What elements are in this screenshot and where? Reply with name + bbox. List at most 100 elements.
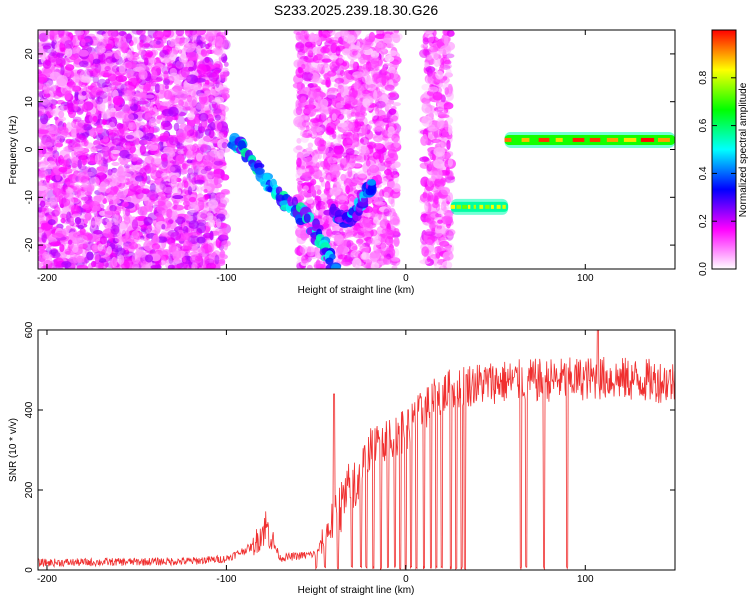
- noise-blob: [300, 255, 309, 264]
- noise-blob: [81, 90, 87, 96]
- noise-blob: [205, 43, 210, 50]
- noise-blob: [337, 113, 344, 120]
- noise-blob: [154, 183, 167, 194]
- noise-blob: [319, 98, 329, 108]
- noise-blob: [178, 55, 187, 63]
- noise-blob: [344, 104, 351, 110]
- noise-blob: [354, 119, 359, 129]
- noise-blob: [333, 145, 345, 155]
- noise-blob: [155, 31, 164, 37]
- noise-blob: [105, 55, 116, 64]
- noise-blob: [311, 155, 318, 164]
- noise-blob: [371, 110, 378, 120]
- noise-blob: [114, 37, 120, 43]
- noise-blob: [54, 116, 59, 121]
- noise-blob: [99, 210, 106, 216]
- spectrogram-feature-noise: [418, 30, 456, 269]
- noise-blob: [123, 95, 130, 101]
- noise-blob: [361, 251, 367, 260]
- noise-blob: [167, 154, 173, 162]
- noise-blob: [356, 40, 361, 50]
- noise-blob: [73, 146, 85, 152]
- noise-blob: [47, 219, 56, 225]
- noise-blob: [307, 48, 314, 54]
- noise-blob: [447, 158, 454, 167]
- noise-blob: [331, 89, 336, 94]
- noise-blob: [319, 176, 324, 183]
- noise-blob: [355, 155, 364, 163]
- noise-blob: [186, 150, 192, 159]
- noise-blob: [317, 200, 322, 208]
- noise-blob: [54, 153, 59, 159]
- noise-blob: [441, 129, 448, 138]
- noise-blob: [380, 242, 386, 251]
- noise-blob: [39, 112, 45, 117]
- noise-blob: [196, 63, 207, 75]
- noise-blob: [162, 36, 167, 44]
- noise-blob: [176, 182, 184, 193]
- noise-blob: [58, 110, 65, 119]
- noise-blob: [178, 49, 183, 54]
- noise-blob: [446, 30, 455, 37]
- noise-blob: [338, 57, 344, 64]
- noise-blob: [365, 222, 377, 229]
- noise-blob: [390, 32, 403, 41]
- noise-blob: [389, 114, 397, 123]
- noise-blob: [329, 55, 339, 60]
- noise-blob: [202, 232, 214, 239]
- noise-blob: [143, 104, 151, 111]
- band-core: [490, 204, 494, 209]
- noise-blob: [159, 101, 172, 107]
- noise-blob: [423, 105, 431, 115]
- noise-blob: [131, 30, 144, 35]
- noise-blob: [346, 179, 351, 184]
- noise-blob: [63, 104, 68, 110]
- noise-blob: [442, 251, 454, 261]
- noise-blob: [333, 232, 344, 244]
- noise-blob: [434, 228, 443, 238]
- band-core: [467, 204, 471, 209]
- noise-blob: [44, 175, 55, 181]
- noise-blob: [60, 159, 70, 167]
- noise-blob: [347, 167, 353, 178]
- noise-blob: [326, 94, 337, 100]
- noise-blob: [337, 122, 348, 128]
- noise-blob: [99, 93, 109, 105]
- noise-blob: [302, 185, 309, 192]
- noise-blob: [182, 200, 190, 207]
- noise-blob: [296, 157, 302, 168]
- noise-blob: [172, 204, 185, 211]
- noise-blob: [359, 43, 372, 51]
- noise-blob: [221, 174, 230, 181]
- band-core: [479, 204, 484, 209]
- noise-blob: [339, 69, 345, 77]
- noise-blob: [125, 208, 131, 217]
- noise-blob: [295, 145, 303, 151]
- band-core: [450, 204, 455, 209]
- noise-blob: [123, 186, 129, 196]
- band-core: [555, 137, 563, 142]
- noise-blob: [383, 33, 393, 45]
- band-core: [456, 204, 462, 209]
- noise-blob: [355, 238, 364, 245]
- noise-blob: [111, 161, 120, 166]
- noise-blob: [155, 220, 168, 230]
- spectrogram-feature-band: [450, 198, 509, 215]
- noise-blob: [80, 38, 86, 47]
- spectrogram-feature-band: [504, 131, 675, 148]
- spectrogram-feature-noise: [292, 30, 403, 269]
- noise-blob: [310, 184, 315, 195]
- noise-blob: [161, 172, 168, 178]
- noise-blob: [384, 84, 395, 91]
- noise-blob: [187, 60, 195, 68]
- noise-blob: [392, 168, 398, 176]
- noise-blob: [320, 46, 330, 54]
- noise-blob: [393, 173, 399, 184]
- noise-blob: [421, 116, 433, 127]
- noise-blob: [188, 66, 194, 72]
- noise-blob: [99, 264, 104, 269]
- noise-blob: [200, 101, 205, 109]
- noise-blob: [445, 68, 452, 76]
- noise-blob: [345, 148, 355, 156]
- noise-blob: [49, 30, 59, 36]
